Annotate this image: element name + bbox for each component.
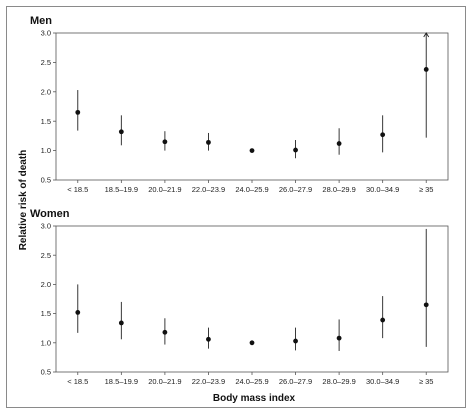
y-tick-label: 2.0: [41, 87, 51, 96]
x-tick-label: 26.0–27.9: [279, 185, 312, 194]
error-bar-arrow: [423, 32, 430, 38]
x-tick-label: 22.0–23.9: [192, 185, 225, 194]
panels: Men 0.5 1.0 1.5 2.0 2.5 3.0 < 18.5 18.5–19.9 20.0…: [30, 15, 449, 386]
y-tick-label: 1.5: [41, 309, 51, 318]
data-point: [75, 310, 81, 315]
data-point: [118, 320, 124, 326]
data-point: [162, 139, 168, 145]
y-tick-label: 3.0: [41, 29, 51, 38]
y-tick-label: 1.0: [41, 146, 51, 155]
figure-frame: [6, 6, 466, 408]
panel-2: Women 0.5 1.0 1.5 2.0 2.5 3.0 < 18.5 18.5–19.9 20…: [30, 208, 449, 386]
y-tick-label: 2.0: [41, 280, 51, 289]
data-point: [249, 340, 255, 346]
x-tick-label: 30.0–34.9: [366, 377, 399, 386]
x-tick-label: 28.0–29.9: [322, 185, 355, 194]
data-point: [75, 109, 81, 115]
data-point: [293, 338, 298, 344]
panel-title: Women: [30, 208, 70, 220]
data-point: [380, 132, 386, 138]
data-point: [118, 129, 124, 135]
y-tick-label: 0.5: [41, 368, 51, 377]
x-tick-label: 20.0–21.9: [148, 185, 181, 194]
x-tick-label: 20.0–21.9: [148, 377, 181, 386]
data-point: [249, 148, 255, 154]
data-point: [336, 335, 342, 341]
data-point: [206, 139, 211, 145]
data-point: [423, 67, 429, 72]
y-tick-label: 3.0: [41, 222, 51, 231]
data-point: [336, 141, 342, 146]
panel-1: Men 0.5 1.0 1.5 2.0 2.5 3.0 < 18.5 18.5–19.9 20.0…: [30, 15, 449, 194]
y-axis-label: Relative risk of death: [18, 150, 29, 251]
plot-area: [55, 32, 449, 181]
x-tick-label: 18.5–19.9: [105, 377, 138, 386]
panel-title: Men: [30, 15, 52, 27]
x-tick-label: 22.0–23.9: [192, 377, 225, 386]
x-tick-label: < 18.5: [67, 377, 88, 386]
x-tick-label: 26.0–27.9: [279, 377, 312, 386]
data-point: [423, 302, 429, 308]
x-tick-label: 30.0–34.9: [366, 185, 399, 194]
x-tick-label: ≥ 35: [419, 185, 434, 194]
data-point: [206, 336, 211, 342]
x-tick-label: 28.0–29.9: [322, 377, 355, 386]
y-tick-label: 0.5: [41, 176, 51, 185]
x-tick-label: 24.0–25.9: [235, 377, 268, 386]
y-tick-label: 1.5: [41, 117, 51, 126]
data-point: [293, 147, 298, 153]
x-tick-label: 18.5–19.9: [105, 185, 138, 194]
y-tick-label: 1.0: [41, 338, 51, 347]
plot-area: [55, 225, 449, 373]
x-axis-label: Body mass index: [213, 393, 296, 404]
x-tick-label: < 18.5: [67, 185, 88, 194]
data-point: [162, 329, 168, 335]
x-tick-label: ≥ 35: [419, 377, 434, 386]
y-tick-label: 2.5: [41, 58, 51, 67]
x-tick-label: 24.0–25.9: [235, 185, 268, 194]
y-tick-label: 2.5: [41, 251, 51, 260]
data-point: [380, 317, 386, 323]
